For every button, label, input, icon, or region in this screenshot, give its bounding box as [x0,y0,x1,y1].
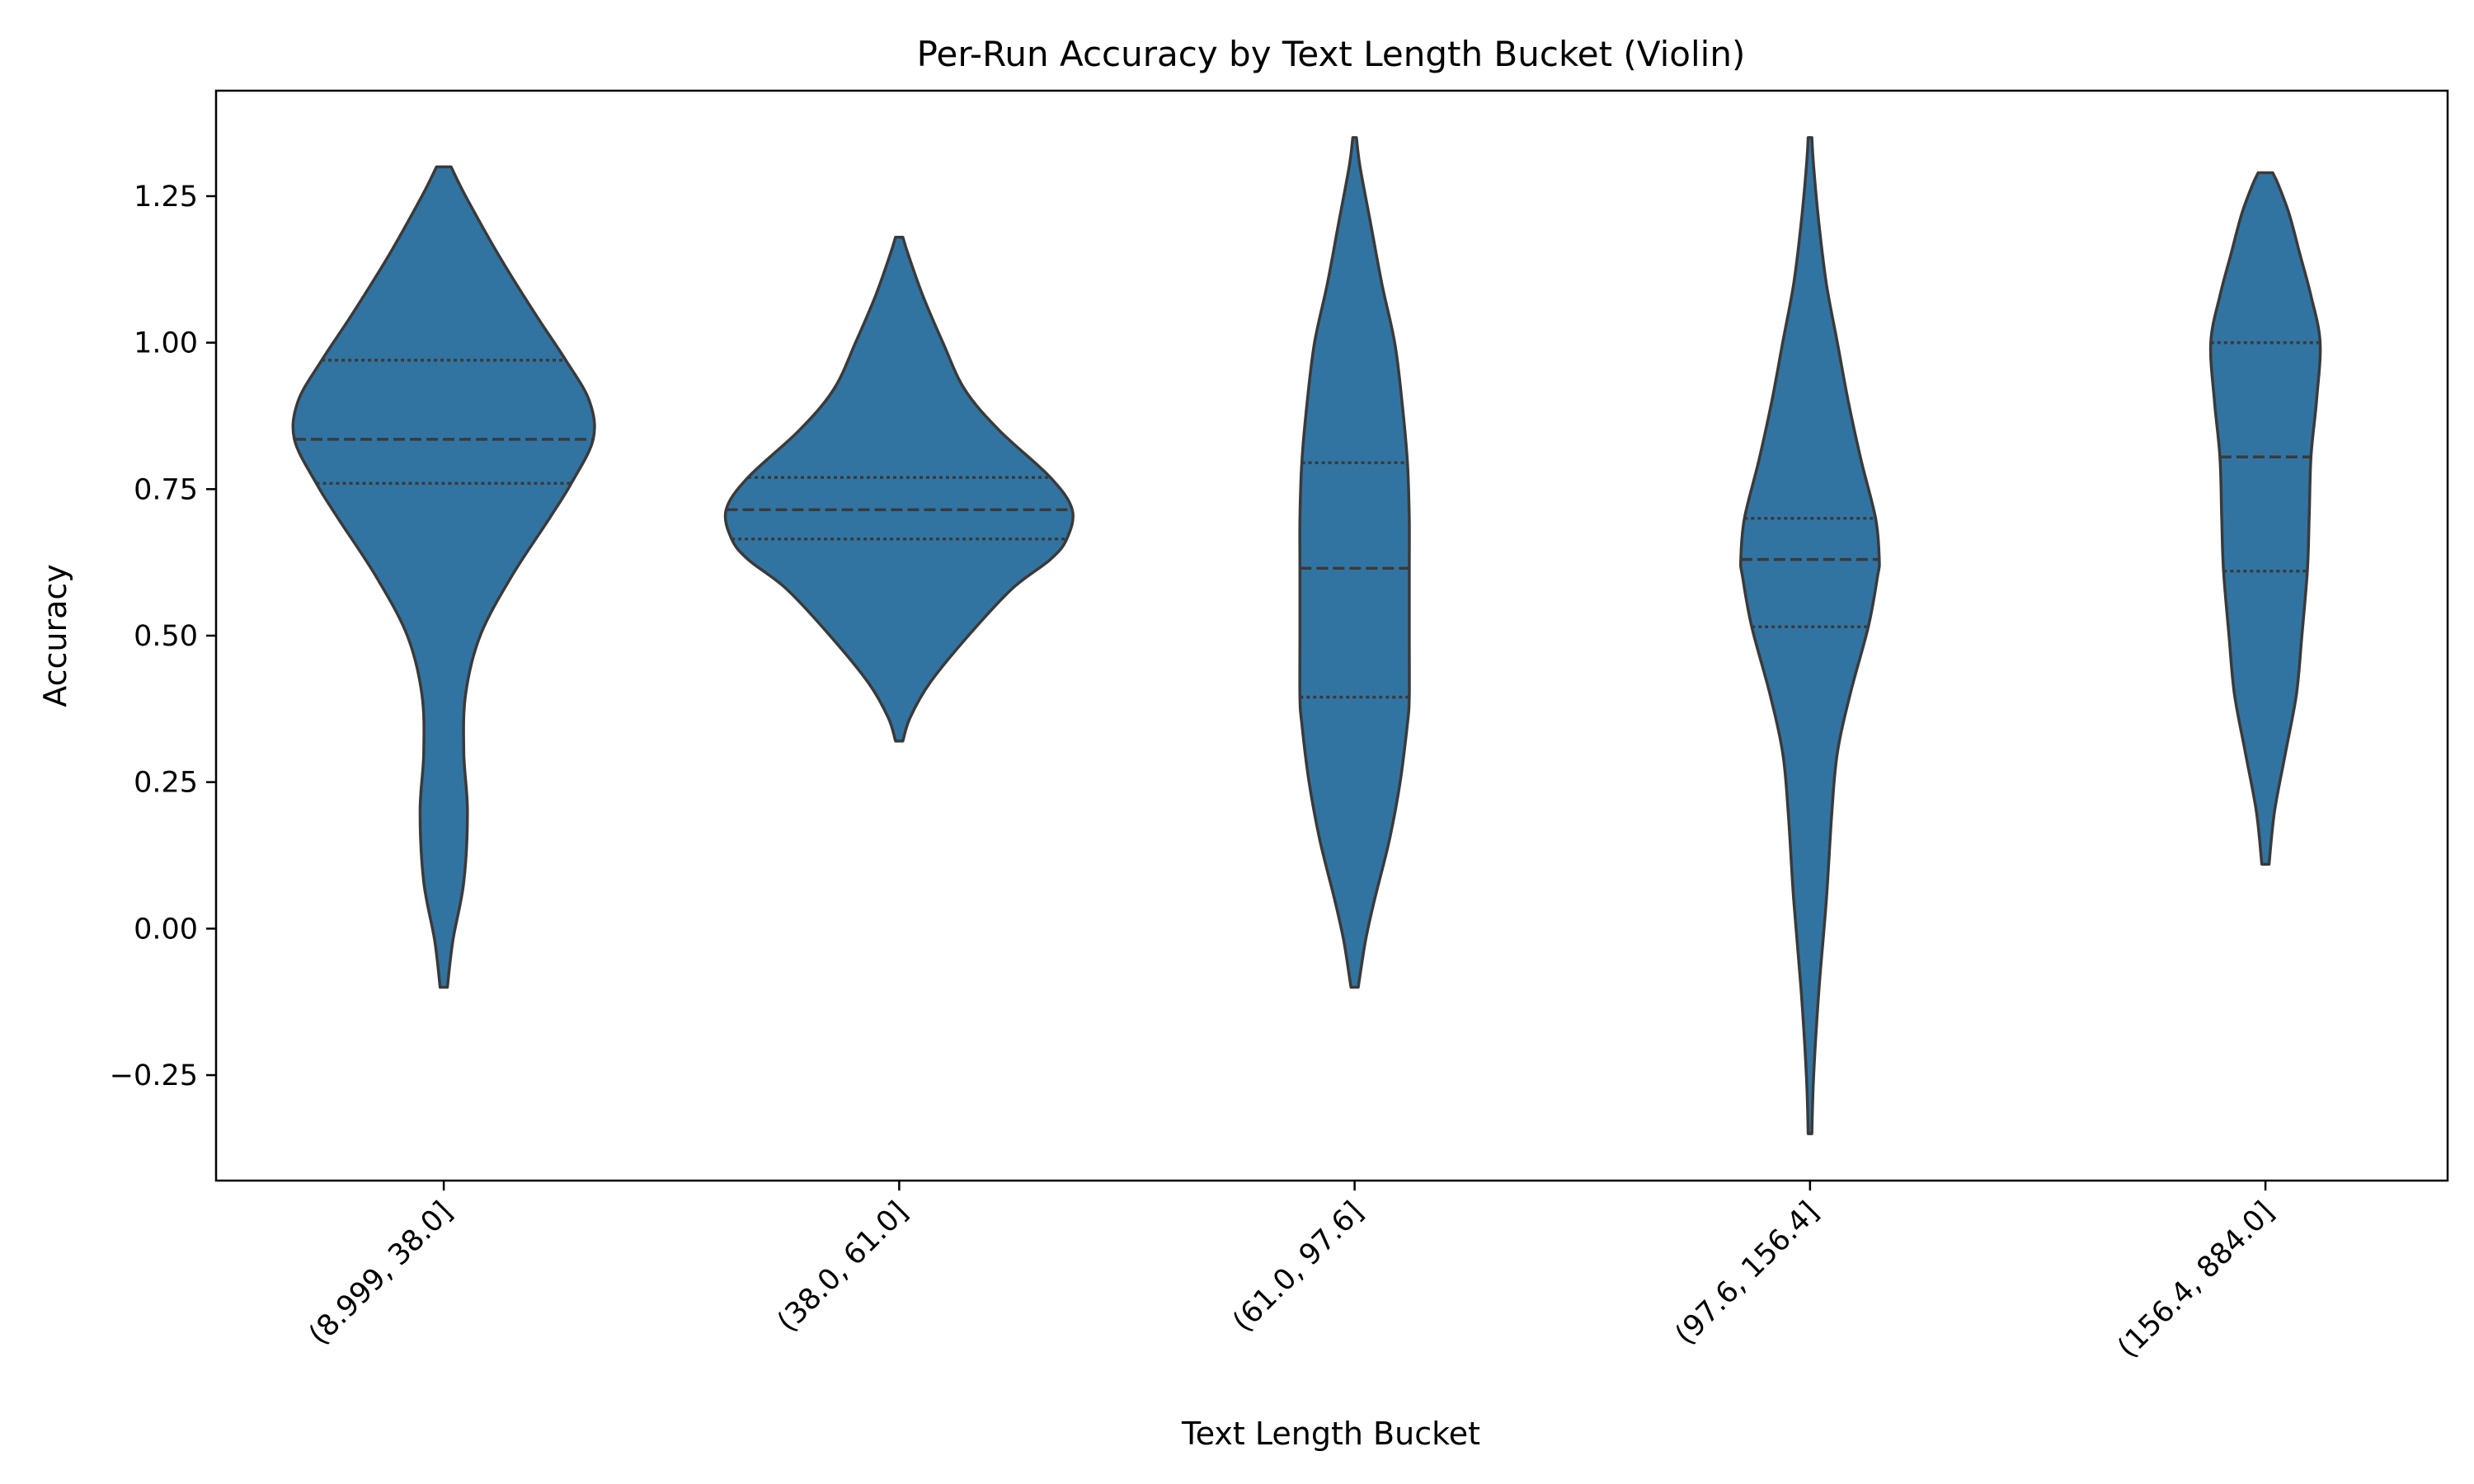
y-tick-label-0: −0.25 [110,1059,198,1092]
violin-2 [723,235,1075,743]
x-tick-label-2: (61.0, 97.6] [1226,1195,1370,1339]
violin-5 [2208,171,2322,866]
violin-body-2 [723,235,1075,743]
violin-body-3 [1298,136,1411,989]
x-tick-label-3: (97.6, 156.4] [1669,1195,1825,1351]
x-tick-label-4: (156.4, 884.0] [2111,1195,2280,1364]
violin-body-5 [2208,171,2322,866]
y-tick-label-3: 0.50 [134,620,198,653]
y-tick-label-2: 0.25 [134,767,198,800]
chart-title: Per-Run Accuracy by Text Length Bucket (… [917,34,1746,74]
violin-body-1 [291,165,596,989]
violin-4 [1739,136,1881,1135]
y-tick-label-1: 0.00 [134,913,198,946]
plot-area [291,136,2322,1135]
violin-3 [1298,136,1411,989]
y-axis-label: Accuracy [37,564,73,707]
x-axis: (8.999, 38.0] (38.0, 61.0] (61.0, 97.6] (97… [303,1181,2280,1364]
violin-body-4 [1739,136,1881,1135]
violin-1 [291,165,596,989]
y-axis: −0.25 0.00 0.25 0.50 0.75 1.00 1.25 [110,181,216,1092]
y-tick-label-6: 1.25 [134,181,198,214]
x-tick-label-0: (8.999, 38.0] [303,1195,459,1351]
y-tick-label-5: 1.00 [134,327,198,360]
x-axis-label: Text Length Bucket [1181,1416,1480,1452]
x-tick-label-1: (38.0, 61.0] [771,1195,915,1339]
y-tick-label-4: 0.75 [134,473,198,506]
